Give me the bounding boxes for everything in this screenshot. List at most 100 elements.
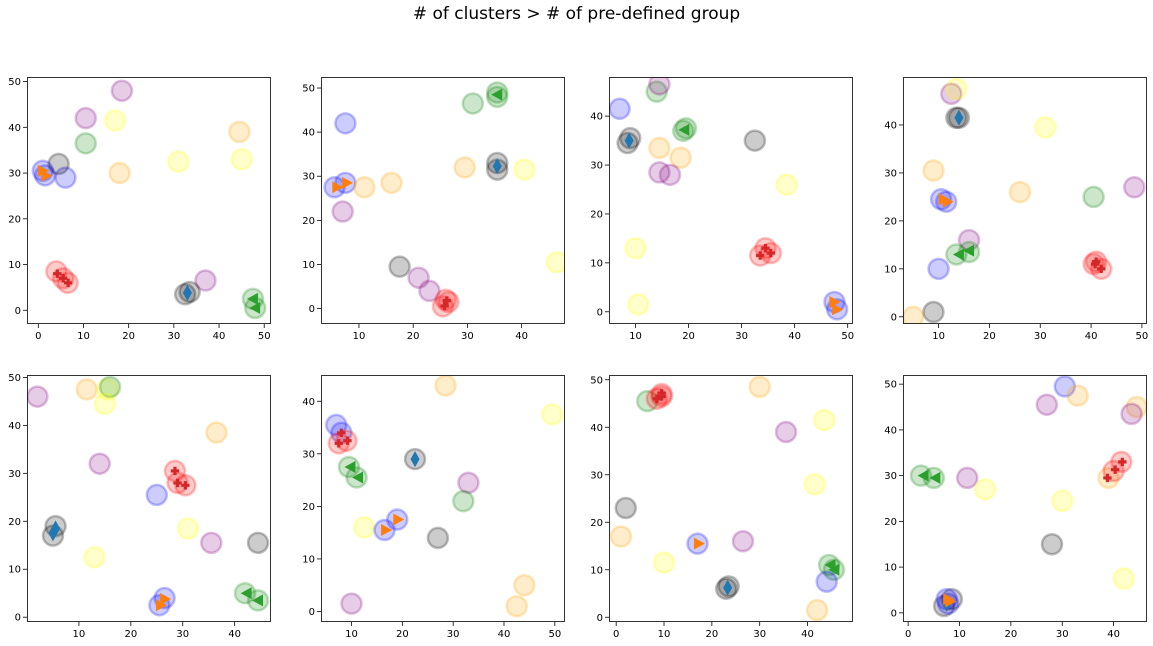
diamond-marker <box>410 451 420 468</box>
x-tick-label: 0 <box>35 331 41 342</box>
cluster-circle <box>103 109 127 132</box>
y-tick-label: 40 <box>590 112 603 123</box>
cluster-circle <box>945 77 968 101</box>
y-tick-label: 40 <box>8 421 21 432</box>
cluster-circle <box>955 466 979 490</box>
x-tick-label: 30 <box>461 331 474 342</box>
y-tick-label: 50 <box>590 375 603 386</box>
cluster-circle <box>774 420 798 444</box>
y-tick-label: 0 <box>891 312 897 323</box>
axes-frame <box>609 375 853 622</box>
cluster-circle <box>93 392 117 416</box>
cluster-circle <box>54 166 77 189</box>
x-tick-label: 40 <box>213 331 226 342</box>
cluster-circle <box>541 403 564 426</box>
cluster-circle <box>645 80 668 103</box>
plus-marker <box>337 428 346 438</box>
axes-frame <box>27 77 271 324</box>
cluster-circle <box>1008 180 1032 204</box>
cluster-circle <box>74 132 97 155</box>
x-tick-label: 40 <box>1107 629 1120 640</box>
diamond-marker <box>182 284 192 301</box>
cluster-circle <box>513 573 536 597</box>
cluster-circle <box>27 385 49 408</box>
plus-marker <box>170 466 180 476</box>
cluster-circle <box>388 255 411 278</box>
triangle-right-marker <box>342 176 354 189</box>
plus-marker <box>334 439 343 448</box>
cluster-circle <box>205 421 228 444</box>
plus-marker <box>657 388 666 398</box>
triangle-left-marker <box>252 594 264 607</box>
diamond-marker <box>723 579 733 596</box>
axes-frame <box>609 77 853 324</box>
diamond-marker <box>624 132 634 149</box>
triangle-left-marker <box>491 88 503 101</box>
x-tick-label: 30 <box>176 629 189 640</box>
triangle-left-marker <box>929 471 941 484</box>
subplot-4: 10 20 30 40 50 0 10 20 30 40 <box>884 77 1148 342</box>
y-tick-label: 0 <box>891 608 897 619</box>
y-tick-label: 10 <box>884 264 897 275</box>
cluster-circle <box>452 489 475 513</box>
y-tick-label: 40 <box>302 128 315 139</box>
cluster-circle <box>803 473 826 496</box>
cluster-circle <box>1034 116 1057 139</box>
cluster-circle <box>743 129 767 152</box>
cluster-circle <box>200 531 223 555</box>
cluster-circle <box>194 269 217 292</box>
cluster-circle <box>1082 185 1105 209</box>
y-tick-label: 10 <box>884 563 897 574</box>
y-tick-label: 30 <box>590 470 603 481</box>
cluster-circle <box>1053 375 1077 398</box>
y-tick-label: 30 <box>590 161 603 172</box>
y-tick-label: 10 <box>302 554 315 565</box>
plus-marker <box>652 394 662 403</box>
y-tick-label: 0 <box>597 307 603 318</box>
y-tick-label: 30 <box>302 449 315 460</box>
x-tick-label: 20 <box>122 331 135 342</box>
cluster-circle <box>973 478 997 501</box>
x-tick-label: 10 <box>77 331 90 342</box>
y-tick-label: 40 <box>8 123 21 134</box>
x-tick-label: 20 <box>407 331 420 342</box>
cluster-circle <box>108 161 131 185</box>
cluster-circle <box>1035 393 1059 416</box>
triangle-right-marker <box>832 303 844 316</box>
x-tick-label: 30 <box>1056 629 1069 640</box>
plus-marker <box>181 481 190 490</box>
plus-marker <box>755 251 765 260</box>
cluster-circle <box>246 531 270 555</box>
cluster-circle <box>813 408 836 432</box>
diamond-marker <box>954 109 964 126</box>
triangle-left-marker <box>828 563 840 576</box>
x-tick-label: 50 <box>1136 331 1149 342</box>
cluster-circle <box>614 496 637 520</box>
subplot-6: 10 20 30 40 50 0 10 20 30 40 <box>302 375 565 640</box>
plus-marker <box>1090 259 1100 269</box>
cluster-circle <box>731 530 755 553</box>
plus-marker <box>761 243 770 253</box>
x-tick-label: 50 <box>841 331 854 342</box>
triangle-left-marker <box>352 471 364 484</box>
cluster-circle <box>648 161 671 184</box>
triangle-left-marker <box>678 123 690 136</box>
y-tick-label: 30 <box>8 469 21 480</box>
y-tick-label: 0 <box>309 607 315 618</box>
subplot-7: 0 10 20 30 40 0 10 20 30 40 50 <box>590 375 853 640</box>
cluster-circle <box>75 378 98 401</box>
cluster-circle <box>940 82 963 106</box>
cluster-circle <box>1040 532 1064 556</box>
y-tick-label: 30 <box>884 471 897 482</box>
plus-marker <box>63 278 73 288</box>
triangle-left-marker <box>963 244 975 257</box>
plus-marker <box>1110 465 1120 474</box>
axes-frame <box>27 375 271 622</box>
cluster-circle <box>505 594 528 618</box>
subplot-8: 0 10 20 30 40 0 10 20 30 40 50 <box>884 375 1147 640</box>
y-tick-label: 10 <box>590 258 603 269</box>
plot-marks <box>31 79 267 320</box>
cluster-circle <box>1112 567 1136 590</box>
triangle-left-marker <box>240 587 252 600</box>
